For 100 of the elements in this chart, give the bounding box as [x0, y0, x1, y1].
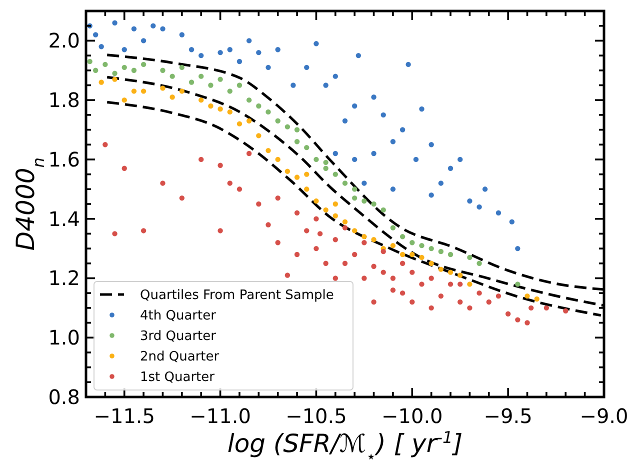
point [390, 186, 396, 192]
point [275, 240, 280, 246]
point [294, 127, 300, 132]
point [438, 180, 444, 186]
point [179, 88, 185, 94]
point [160, 180, 166, 186]
point [102, 62, 108, 68]
point [419, 254, 424, 260]
point [246, 97, 252, 103]
point [304, 228, 310, 234]
point [400, 260, 406, 266]
point [524, 320, 530, 326]
point [448, 252, 454, 258]
point [406, 62, 411, 68]
point [476, 290, 482, 296]
point [236, 121, 242, 126]
point [428, 246, 434, 252]
point [256, 133, 262, 138]
point [140, 38, 146, 44]
point [140, 88, 146, 94]
point [304, 172, 310, 177]
point [342, 225, 348, 230]
point [227, 88, 232, 94]
point [198, 52, 204, 58]
point [112, 76, 118, 82]
point [294, 210, 300, 216]
point [122, 47, 127, 52]
point [188, 47, 194, 52]
point [342, 219, 348, 224]
point [314, 156, 319, 162]
point [227, 47, 232, 52]
point [413, 156, 419, 162]
point [188, 80, 194, 85]
point [400, 252, 406, 258]
point [112, 70, 118, 76]
x-tick-label: −10.0 [382, 404, 443, 428]
point [218, 162, 223, 168]
point [390, 288, 396, 293]
point [170, 94, 175, 100]
point [179, 195, 185, 201]
point [448, 166, 454, 171]
point [371, 94, 376, 100]
point [332, 172, 338, 177]
point [390, 225, 396, 230]
x-tick-label: −10.5 [286, 404, 347, 428]
point [352, 228, 358, 234]
point [275, 118, 280, 124]
point [218, 106, 223, 112]
x-tick-label: −9.5 [484, 404, 532, 428]
point [428, 142, 434, 148]
point [400, 234, 406, 240]
y-tick-label: 1.4 [48, 206, 80, 231]
point [208, 82, 214, 88]
point [275, 47, 280, 52]
point [428, 305, 434, 311]
point [290, 82, 296, 88]
point [458, 272, 463, 278]
point [458, 156, 463, 162]
point [284, 272, 290, 278]
point [486, 299, 492, 305]
point [496, 293, 502, 299]
point [482, 186, 488, 192]
point [112, 20, 118, 26]
point [98, 44, 104, 50]
point [332, 150, 338, 156]
point [476, 204, 482, 210]
point [198, 97, 204, 103]
point [352, 186, 358, 192]
point [419, 242, 424, 248]
y-tick-label: 1.6 [48, 147, 80, 172]
y-tick-label: 0.8 [48, 385, 80, 409]
point [218, 76, 223, 82]
point [528, 305, 534, 311]
point [356, 52, 362, 58]
x-tick-label: −11.0 [190, 404, 251, 428]
point [256, 103, 262, 109]
point [246, 150, 252, 156]
point [515, 282, 520, 287]
point [227, 109, 232, 115]
point [467, 254, 472, 260]
point [246, 38, 252, 44]
point [179, 64, 185, 70]
point [563, 308, 568, 314]
legend-label: 2nd Quarter [140, 350, 220, 364]
point [438, 266, 444, 272]
point [275, 156, 280, 162]
point [140, 228, 146, 234]
point [227, 180, 232, 186]
y-tick-label: 1.8 [48, 88, 80, 112]
point [505, 311, 511, 316]
point [371, 201, 376, 207]
legend-label: 3rd Quarter [140, 329, 217, 344]
point [246, 118, 252, 124]
point [410, 240, 415, 246]
point [352, 195, 358, 201]
point [380, 248, 386, 254]
point [236, 58, 242, 64]
point [362, 276, 367, 281]
point [428, 276, 434, 281]
point [122, 64, 127, 70]
